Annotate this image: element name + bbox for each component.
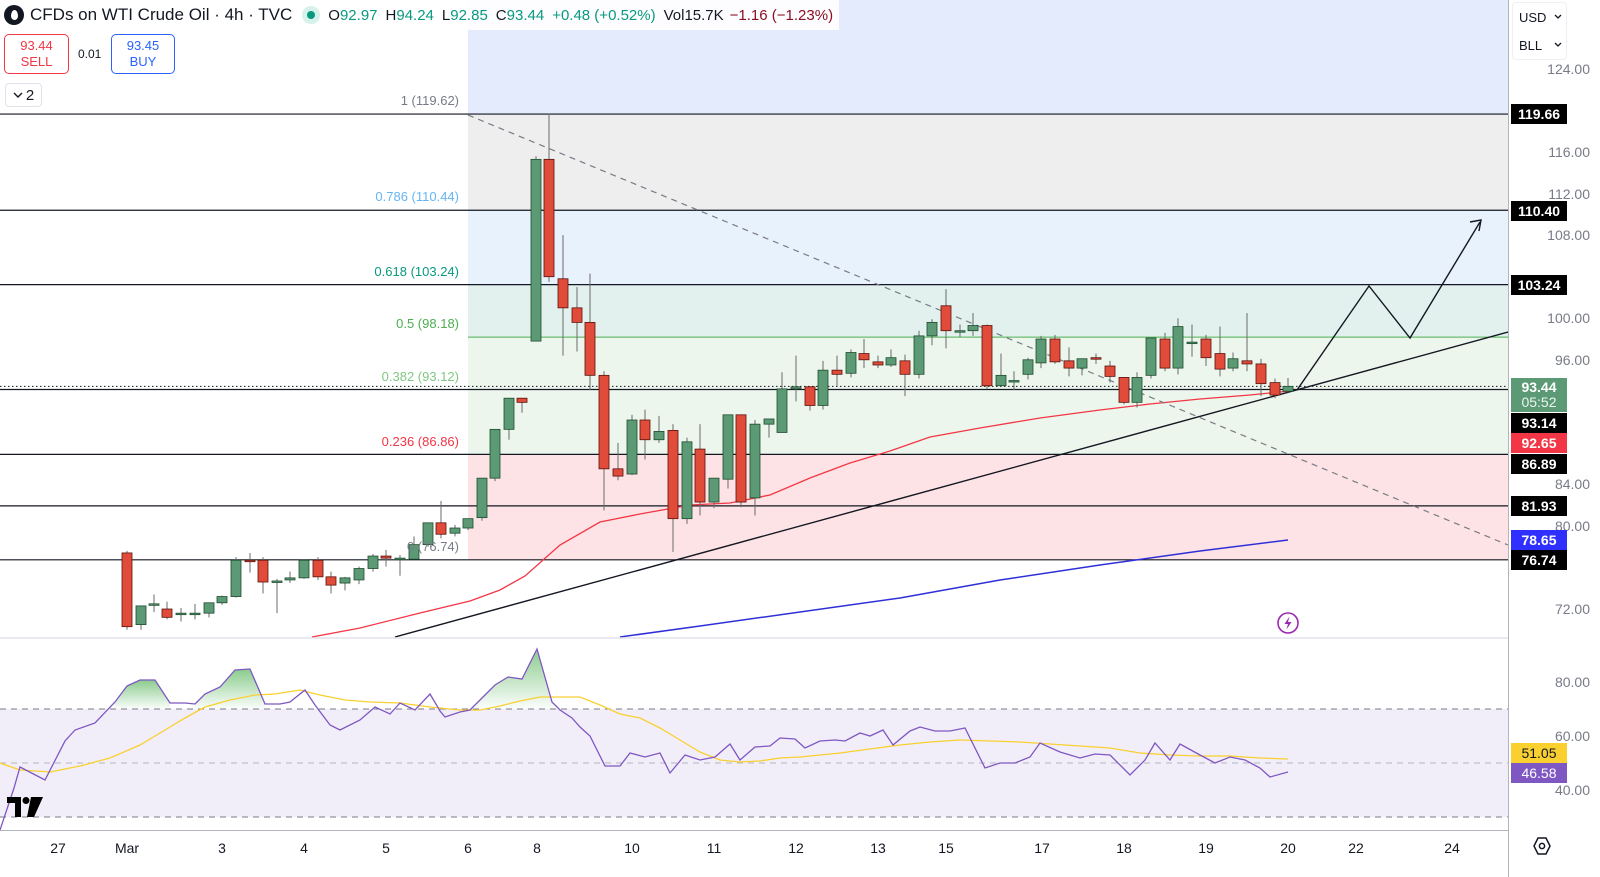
time-tick: 24 [1444, 840, 1460, 856]
buy-price: 93.45 [126, 38, 160, 53]
price-tick: 116.00 [1548, 144, 1590, 161]
fib-level-label: 0.236 (86.86) [381, 433, 459, 449]
rsi-value-tag: 51.05 [1511, 743, 1567, 763]
fib-level-label: 0.382 (93.12) [381, 368, 459, 384]
time-tick: 8 [533, 840, 541, 856]
time-tick: 11 [706, 840, 722, 856]
price-axis[interactable]: USD BLL 124.00 116.00 112.00 108.00 100.00 96… [1508, 0, 1600, 877]
fib-level-label: 1 (119.62) [400, 93, 459, 109]
price-level-tag: 103.24 [1511, 275, 1567, 295]
price-level-tag: 78.65 [1511, 530, 1567, 550]
market-open-icon [302, 6, 321, 24]
time-tick: 13 [870, 840, 886, 856]
sell-button[interactable]: 93.44 SELL [4, 34, 69, 74]
indicator-count: 2 [25, 86, 35, 104]
symbol-title[interactable]: CFDs on WTI Crude Oil · 4h · TVC [30, 5, 293, 24]
fibonacci-zones [468, 0, 1508, 560]
arrow-head-icon [1469, 219, 1482, 232]
rsi-value-tag: 46.58 [1511, 763, 1567, 783]
price-tick: 84.00 [1554, 476, 1590, 493]
spread: 0.01 [78, 47, 102, 61]
rsi-line [0, 647, 1289, 830]
time-tick: 4 [300, 840, 308, 856]
volume-change: −1.16 (−1.23%) [729, 6, 834, 24]
currency-dropdown[interactable]: USD [1513, 3, 1566, 31]
lightning-icon[interactable] [1277, 612, 1299, 634]
price-level-tag: 119.66 [1511, 104, 1567, 124]
price-level-tag: 93.44 05:52 [1511, 378, 1567, 412]
chart-header: CFDs on WTI Crude Oil · 4h · TVC O92.97 … [0, 0, 840, 30]
price-level-tag: 86.89 [1511, 454, 1567, 474]
projection-path[interactable] [1296, 221, 1481, 391]
price-tick: 96.00 [1554, 351, 1590, 368]
rsi-overbought-fill [113, 680, 170, 709]
ohlc-open: O92.97 [328, 6, 378, 24]
ema-red-line [311, 390, 1291, 638]
rsi-overbought-fill [470, 649, 555, 709]
volume: Vol15.7K [663, 6, 724, 24]
time-tick: 17 [1034, 840, 1050, 856]
chevron-down-icon [1554, 14, 1562, 19]
price-level-tag: 110.40 [1511, 201, 1567, 221]
price-change: +0.48 (+0.52%) [552, 6, 656, 24]
ohlc-high: H94.24 [385, 6, 434, 24]
buy-label: BUY [129, 54, 157, 69]
ascending-trendline[interactable] [394, 331, 1508, 638]
sell-label: SELL [20, 54, 53, 69]
time-tick: 20 [1280, 840, 1296, 856]
time-axis[interactable]: 27 Mar 3 4 5 6 8 10 11 12 13 15 17 18 19 20 22 24 [0, 830, 1508, 877]
time-tick: 10 [624, 840, 640, 856]
ema-blue-line [619, 539, 1289, 638]
rsi-tick: 80.00 [1554, 674, 1590, 690]
time-tick: 15 [938, 840, 954, 856]
price-tick: 72.00 [1554, 601, 1590, 618]
time-tick: Mar [114, 840, 140, 856]
price-tick: 100.00 [1547, 310, 1590, 327]
time-tick: 27 [50, 840, 66, 856]
ohlc-low: L92.85 [441, 6, 488, 24]
chevron-down-icon [13, 92, 23, 98]
chevron-down-icon [1554, 42, 1562, 47]
ohlc-close: C93.44 [495, 6, 545, 24]
time-tick: 3 [218, 840, 226, 856]
tradingview-logo-icon[interactable] [7, 797, 43, 817]
fib-level-label: 0.618 (103.24) [374, 263, 459, 279]
rsi-tick: 40.00 [1554, 782, 1590, 798]
price-tick: 112.00 [1548, 185, 1590, 202]
price-chart[interactable] [0, 0, 1508, 830]
price-level-tag: 81.93 [1511, 496, 1567, 516]
price-level-tag: 93.14 [1511, 413, 1567, 433]
time-tick: 5 [382, 840, 390, 856]
price-level-tag: 92.65 [1511, 433, 1567, 453]
fib-level-label: 0.5 (98.18) [396, 316, 459, 332]
time-tick: 22 [1348, 840, 1364, 856]
price-tick: 108.00 [1547, 227, 1590, 244]
oil-drop-icon [4, 5, 24, 25]
time-tick: 19 [1198, 840, 1214, 856]
settings-icon[interactable] [1532, 836, 1552, 856]
time-tick: 6 [464, 840, 472, 856]
indicators-collapse-button[interactable]: 2 [5, 83, 42, 107]
time-tick: 12 [788, 840, 804, 856]
rsi-overbought-fill [195, 669, 265, 709]
unit-dropdown[interactable]: BLL [1513, 31, 1566, 59]
rsi-tick: 60.00 [1554, 728, 1590, 744]
fib-level-label: 0 (76.74) [406, 538, 459, 554]
fib-level-label: 0.786 (110.44) [375, 188, 459, 204]
buy-button[interactable]: 93.45 BUY [111, 34, 175, 74]
unit-selector: USD BLL [1512, 2, 1567, 60]
sell-price: 93.44 [20, 38, 53, 53]
price-tick: 80.00 [1554, 517, 1590, 534]
horizontal-levels[interactable] [0, 113, 1508, 561]
price-level-tag: 76.74 [1511, 550, 1567, 570]
price-tick: 124.00 [1547, 61, 1590, 77]
time-tick: 18 [1116, 840, 1132, 856]
rsi-ma-line [0, 689, 1289, 773]
candlesticks [121, 113, 1294, 630]
